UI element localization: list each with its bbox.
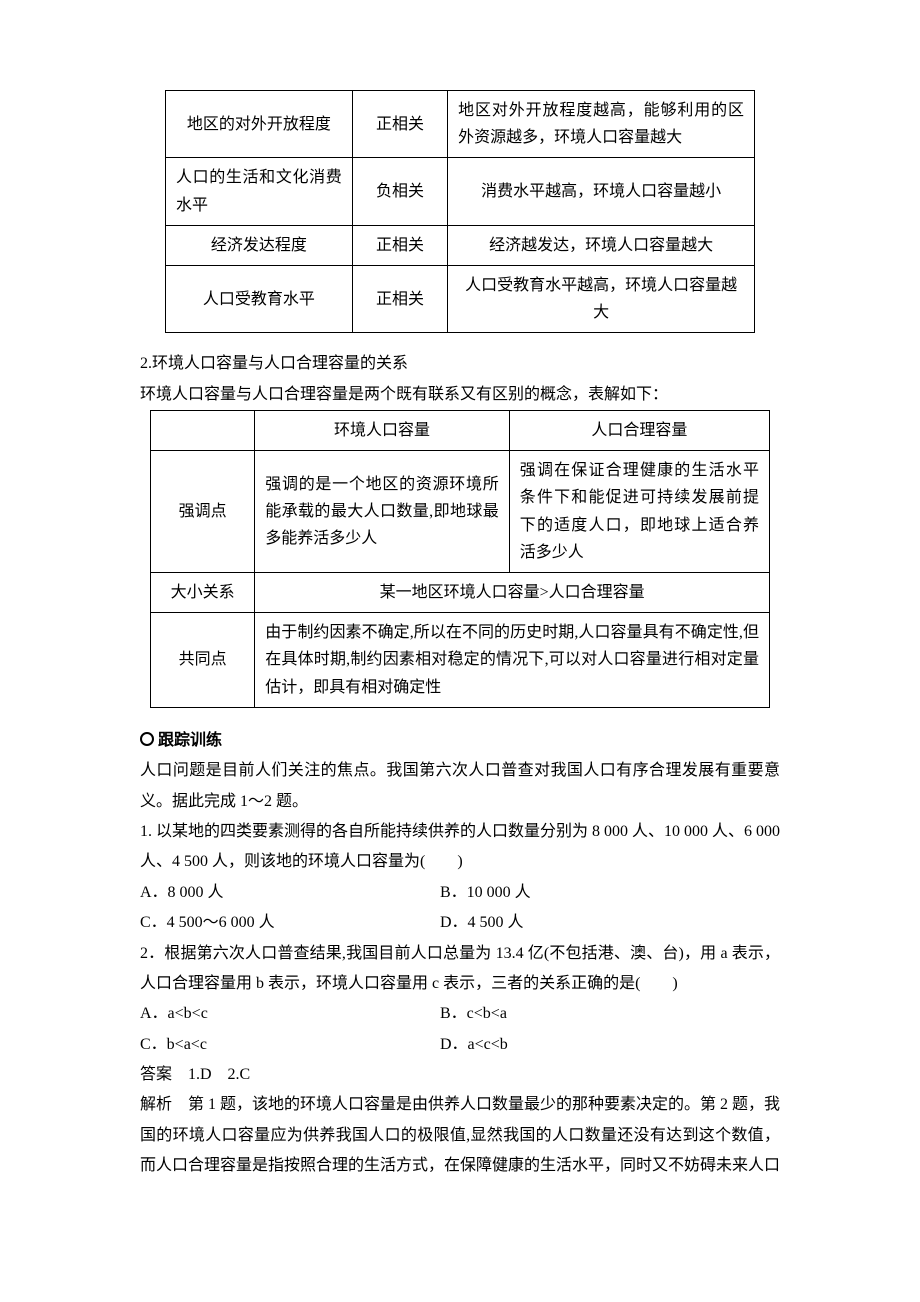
table-row: 人口受教育水平 正相关 人口受教育水平越高，环境人口容量越大 (166, 265, 755, 332)
q2-option-b: B．c<b<a (440, 999, 740, 1029)
practice-title: 跟踪训练 (140, 726, 780, 756)
q1-stem: 1. 以某地的四类要素测得的各自所能持续供养的人口数量分别为 8 000 人、1… (140, 817, 780, 878)
table-row: 强调点 强调的是一个地区的资源环境所能承载的最大人口数量,即地球最多能养活多少人… (151, 451, 770, 573)
relation-cell: 正相关 (352, 265, 447, 332)
answers: 答案 1.D 2.C (140, 1060, 780, 1090)
explanation: 解析 第 1 题，该地的环境人口容量是由供养人口数量最少的那种要素决定的。第 2… (140, 1090, 780, 1181)
factor-cell: 人口受教育水平 (166, 265, 353, 332)
section-2-lead: 环境人口容量与人口合理容量是两个既有联系又有区别的概念，表解如下： (140, 380, 780, 410)
factors-table: 地区的对外开放程度 正相关 地区对外开放程度越高，能够利用的区外资源越多，环境人… (165, 90, 755, 333)
q1-option-b: B．10 000 人 (440, 878, 740, 908)
section-2-heading: 2.环境人口容量与人口合理容量的关系 (140, 349, 780, 379)
row-label: 强调点 (151, 451, 255, 573)
table-row: 地区的对外开放程度 正相关 地区对外开放程度越高，能够利用的区外资源越多，环境人… (166, 91, 755, 158)
row-label: 共同点 (151, 613, 255, 708)
relation-cell: 正相关 (352, 225, 447, 265)
note-cell: 人口受教育水平越高，环境人口容量越大 (448, 265, 755, 332)
q1-option-c: C．4 500～6 000 人 (140, 908, 440, 938)
note-cell: 消费水平越高，环境人口容量越小 (448, 158, 755, 225)
q1-option-d: D．4 500 人 (440, 908, 740, 938)
factor-cell: 地区的对外开放程度 (166, 91, 353, 158)
relation-cell: 正相关 (352, 91, 447, 158)
q2-option-c: C．b<a<c (140, 1030, 440, 1060)
q1-options: A．8 000 人B．10 000 人 C．4 500～6 000 人D．4 5… (140, 878, 780, 939)
table-row: 人口的生活和文化消费水平 负相关 消费水平越高，环境人口容量越小 (166, 158, 755, 225)
header-reasonable: 人口合理容量 (509, 411, 769, 451)
table-row: 经济发达程度 正相关 经济越发达，环境人口容量越大 (166, 225, 755, 265)
header-env: 环境人口容量 (255, 411, 510, 451)
factor-cell: 人口的生活和文化消费水平 (166, 158, 353, 225)
practice-intro: 人口问题是目前人们关注的焦点。我国第六次人口普查对我国人口有序合理发展有重要意义… (140, 756, 780, 817)
header-blank (151, 411, 255, 451)
row-label: 大小关系 (151, 573, 255, 613)
note-cell: 地区对外开放程度越高，能够利用的区外资源越多，环境人口容量越大 (448, 91, 755, 158)
q2-option-a: A．a<b<c (140, 999, 440, 1029)
cell-merged: 由于制约因素不确定,所以在不同的历史时期,人口容量具有不确定性,但在具体时期,制… (255, 613, 770, 708)
table-row: 共同点 由于制约因素不确定,所以在不同的历史时期,人口容量具有不确定性,但在具体… (151, 613, 770, 708)
cell-env: 强调的是一个地区的资源环境所能承载的最大人口数量,即地球最多能养活多少人 (255, 451, 510, 573)
relation-cell: 负相关 (352, 158, 447, 225)
cell-reasonable: 强调在保证合理健康的生活水平条件下和能促进可持续发展前提下的适度人口，即地球上适… (509, 451, 769, 573)
q2-options: A．a<b<cB．c<b<a C．b<a<cD．a<c<b (140, 999, 780, 1060)
cell-merged: 某一地区环境人口容量>人口合理容量 (255, 573, 770, 613)
q2-stem: 2．根据第六次人口普查结果,我国目前人口总量为 13.4 亿(不包括港、澳、台)… (140, 939, 780, 1000)
q2-option-d: D．a<c<b (440, 1030, 740, 1060)
page: 地区的对外开放程度 正相关 地区对外开放程度越高，能够利用的区外资源越多，环境人… (0, 0, 920, 1302)
compare-table: 环境人口容量 人口合理容量 强调点 强调的是一个地区的资源环境所能承载的最大人口… (150, 410, 770, 708)
note-cell: 经济越发达，环境人口容量越大 (448, 225, 755, 265)
q1-option-a: A．8 000 人 (140, 878, 440, 908)
factor-cell: 经济发达程度 (166, 225, 353, 265)
table-header-row: 环境人口容量 人口合理容量 (151, 411, 770, 451)
table-row: 大小关系 某一地区环境人口容量>人口合理容量 (151, 573, 770, 613)
